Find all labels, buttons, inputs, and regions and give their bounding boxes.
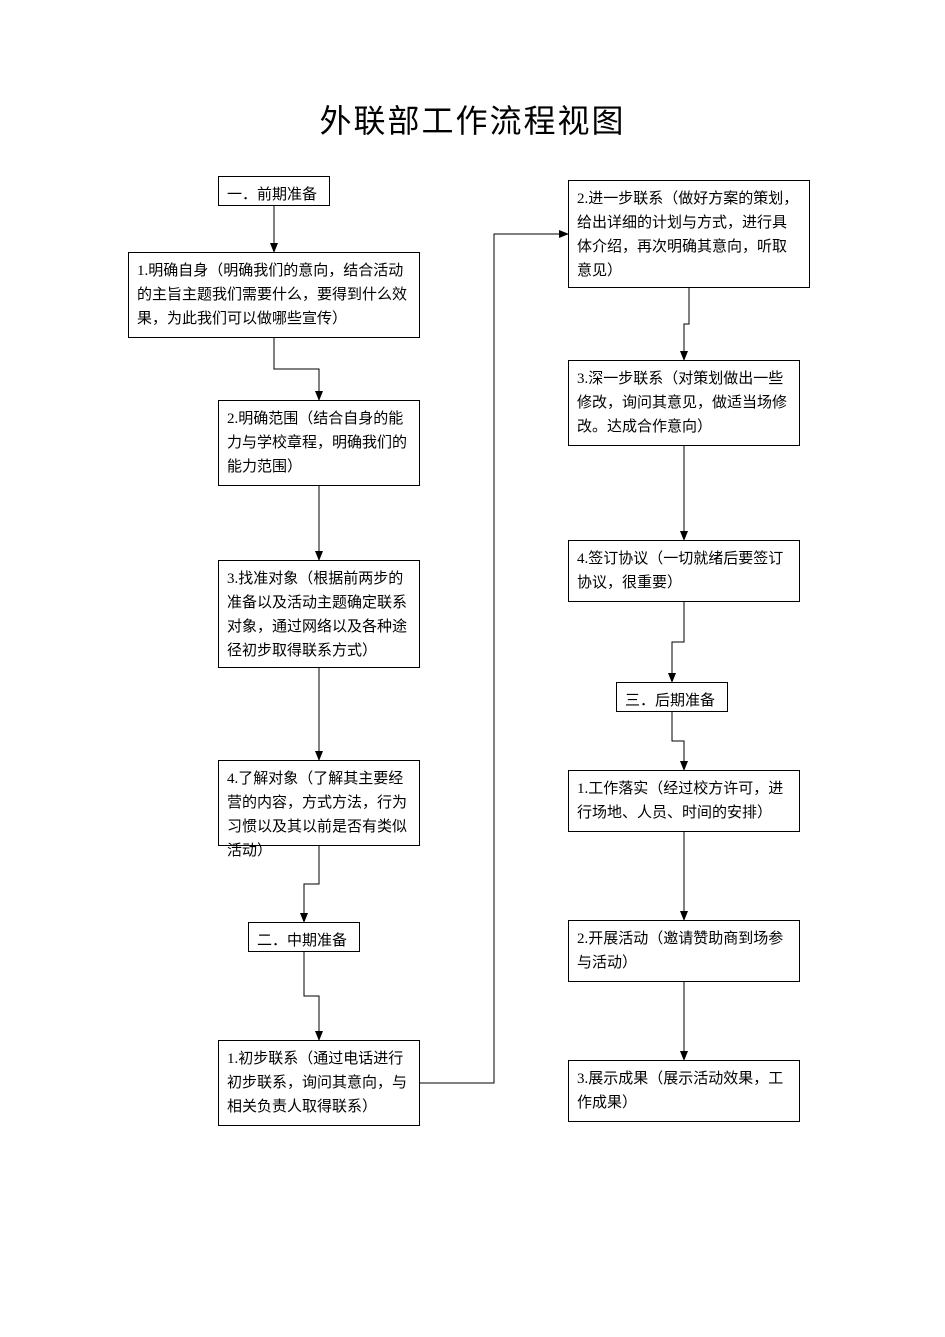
flowchart-page: 外联部工作流程视图 一．前期准备 1.明确自身（明确我们的意向，结合活动的主旨主… (0, 0, 945, 1337)
node-b3: 3.深一步联系（对策划做出一些修改，询问其意见，做适当场修改。达成合作意向） (568, 360, 800, 446)
node-c2: 2.开展活动（邀请赞助商到场参与活动） (568, 920, 800, 982)
node-a3: 3.找准对象（根据前两步的准备以及活动主题确定联系对象，通过网络以及各种途径初步… (218, 560, 420, 668)
node-b4: 4.签订协议（一切就绪后要签订协议，很重要） (568, 540, 800, 602)
node-stage2-header: 二．中期准备 (248, 922, 360, 952)
node-a2: 2.明确范围（结合自身的能力与学校章程，明确我们的能力范围） (218, 400, 420, 486)
node-a1: 1.明确自身（明确我们的意向，结合活动的主旨主题我们需要什么，要得到什么效果，为… (128, 252, 420, 338)
node-b1: 1.初步联系（通过电话进行初步联系，询问其意向，与相关负责人取得联系） (218, 1040, 420, 1126)
node-b2: 2.进一步联系（做好方案的策划，给出详细的计划与方式，进行具体介绍，再次明确其意… (568, 180, 810, 288)
node-c3: 3.展示成果（展示活动效果，工作成果） (568, 1060, 800, 1122)
node-a4: 4.了解对象（了解其主要经营的内容，方式方法，行为习惯以及其以前是否有类似活动） (218, 760, 420, 846)
node-stage3-header: 三．后期准备 (616, 682, 728, 712)
node-c1: 1.工作落实（经过校方许可，进行场地、人员、时间的安排） (568, 770, 800, 832)
page-title: 外联部工作流程视图 (0, 96, 945, 142)
node-stage1-header: 一．前期准备 (218, 176, 330, 206)
